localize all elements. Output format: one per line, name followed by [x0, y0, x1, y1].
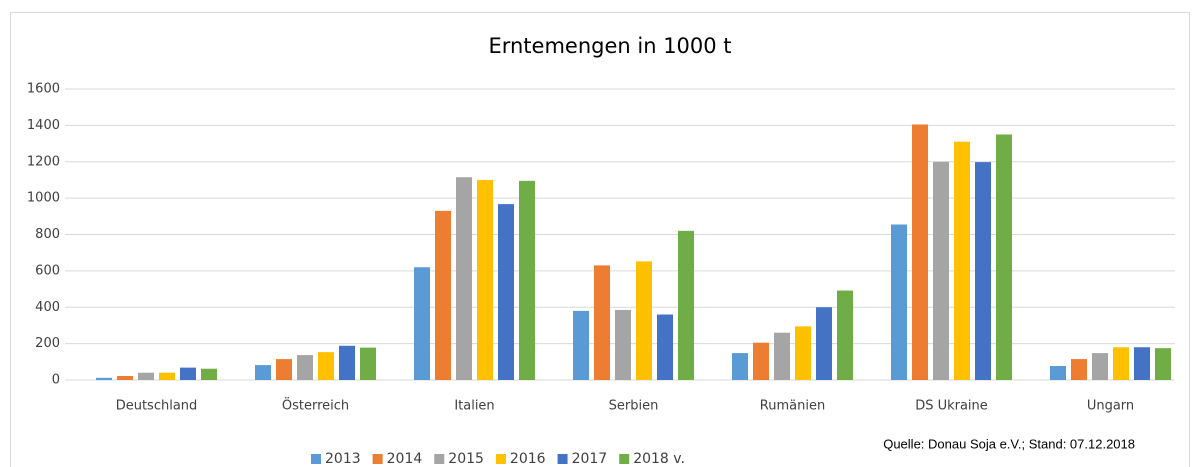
- legend-swatch: [372, 454, 383, 464]
- bar: [636, 261, 652, 380]
- legend-swatch: [619, 454, 630, 464]
- source-note: Quelle: Donau Soja e.V.; Stand: 07.12.20…: [883, 436, 1135, 451]
- bar: [678, 230, 694, 380]
- bar: [837, 290, 853, 380]
- bar: [594, 265, 610, 380]
- legend-swatch: [557, 454, 568, 464]
- bar: [732, 353, 748, 380]
- legend-swatch: [434, 454, 445, 464]
- bar: [795, 326, 811, 380]
- bar: [477, 179, 493, 380]
- legend-swatch: [495, 454, 506, 464]
- bar: [573, 310, 589, 380]
- y-tick-label: 800: [35, 227, 60, 242]
- bar: [456, 177, 472, 380]
- x-tick-label: Italien: [454, 399, 494, 414]
- bar: [774, 332, 790, 380]
- bar: [339, 345, 355, 380]
- bar: [1134, 347, 1150, 380]
- legend-swatch: [311, 454, 321, 464]
- bar: [117, 375, 133, 380]
- legend-label: 2017: [572, 451, 608, 467]
- bar: [933, 161, 949, 380]
- bar: [1092, 353, 1108, 380]
- bar: [435, 210, 451, 380]
- chart-frame: [10, 12, 1190, 467]
- bar: [753, 342, 769, 380]
- bar: [201, 368, 217, 380]
- bar: [297, 355, 313, 380]
- legend-label: 2018 v.: [633, 451, 685, 467]
- bar: [414, 267, 430, 380]
- y-tick-label: 200: [35, 336, 60, 351]
- y-tick-label: 0: [52, 373, 60, 388]
- bar: [255, 365, 271, 380]
- x-tick-label: Deutschland: [116, 399, 198, 414]
- bar: [360, 347, 376, 380]
- bar: [975, 162, 991, 380]
- bar: [954, 141, 970, 380]
- bar: [891, 224, 907, 380]
- bar: [96, 377, 112, 380]
- bar: [912, 124, 928, 380]
- bar: [519, 180, 535, 380]
- x-tick-label: Österreich: [282, 397, 349, 414]
- x-tick-label: Rumänien: [760, 399, 825, 414]
- bar: [318, 352, 334, 380]
- x-tick-label: Ungarn: [1087, 399, 1134, 414]
- y-tick-label: 1400: [27, 118, 60, 133]
- legend-label: 2013: [325, 451, 361, 467]
- bar: [276, 359, 292, 380]
- bar: [1071, 359, 1087, 380]
- y-tick-label: 600: [35, 263, 60, 278]
- legend-label: 2014: [387, 451, 423, 467]
- bar: [498, 204, 514, 380]
- bar: [1050, 365, 1066, 380]
- bar: [1155, 348, 1171, 380]
- y-tick-label: 1600: [27, 82, 60, 97]
- x-tick-label: Serbien: [609, 399, 659, 414]
- legend-label: 2016: [510, 451, 546, 467]
- bar: [816, 307, 832, 380]
- chart-title: Erntemengen in 1000 t: [488, 34, 731, 58]
- bar: [159, 372, 175, 380]
- bar: [180, 367, 196, 380]
- bar: [996, 134, 1012, 380]
- y-tick-label: 1000: [27, 191, 60, 206]
- bar: [657, 314, 673, 380]
- y-tick-label: 1200: [27, 154, 60, 169]
- legend-label: 2015: [448, 451, 484, 467]
- x-tick-label: DS Ukraine: [915, 399, 988, 414]
- bar: [615, 309, 631, 380]
- y-tick-label: 400: [35, 300, 60, 315]
- bar: [1113, 347, 1129, 380]
- bar: [138, 372, 154, 380]
